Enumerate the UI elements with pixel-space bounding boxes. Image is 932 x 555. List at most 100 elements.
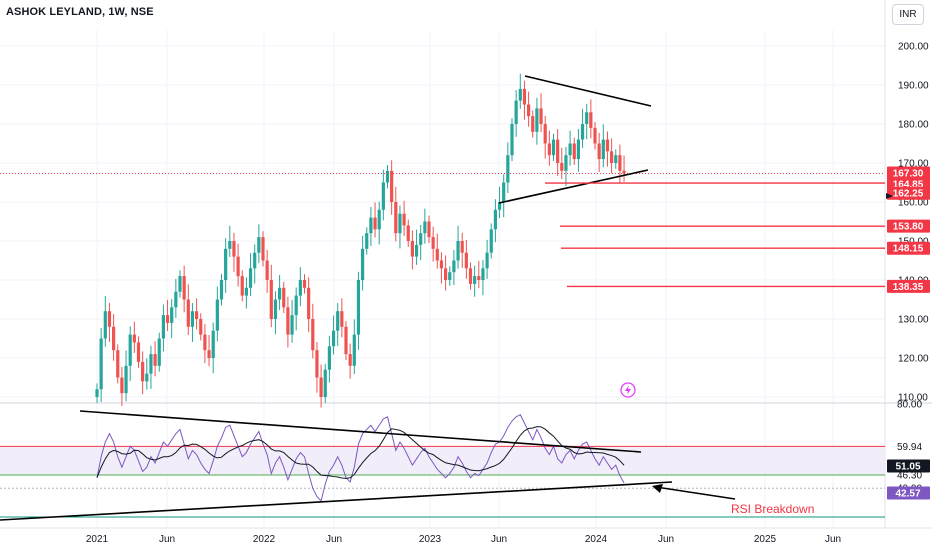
candle-body-11	[141, 361, 145, 382]
candle-body-101	[514, 100, 518, 124]
candle-body-124	[610, 151, 614, 163]
candle-body-56	[327, 346, 331, 370]
rsi-ma-label: 51.05	[895, 462, 920, 473]
label-153: 153.80	[893, 222, 924, 233]
candle-body-107	[539, 108, 543, 124]
lightning-bolt	[625, 385, 631, 395]
x-tick-1: Jun	[159, 534, 175, 545]
candles	[0, 73, 885, 408]
x-tick-4: 2023	[419, 534, 442, 545]
triangle-upper-trendline	[524, 75, 652, 107]
candle-body-84	[444, 268, 448, 280]
candle-body-36	[244, 287, 248, 296]
candle-body-83	[439, 260, 444, 269]
candle-body-8	[128, 334, 132, 366]
candle-body-18	[170, 307, 174, 323]
candle-body-67	[373, 217, 377, 230]
candle-body-39	[257, 237, 261, 253]
candle-body-82	[435, 248, 439, 261]
label-153-bg	[887, 219, 930, 233]
label-138-bg	[887, 279, 930, 293]
candle-body-4	[112, 326, 116, 351]
last-price-label-bg	[887, 166, 930, 180]
candle-body-114	[568, 143, 572, 156]
candle-body-63	[356, 280, 361, 335]
candle-body-87	[456, 241, 460, 261]
candle-body-54	[319, 377, 323, 397]
candle-body-49	[298, 280, 302, 296]
candle-body-112	[560, 163, 564, 171]
x-tick-0: 2021	[86, 534, 109, 545]
rsi-breakdown-arrow	[655, 486, 736, 500]
candle-body-72	[394, 202, 398, 234]
candle-body-37	[248, 268, 253, 288]
candle-body-119	[589, 112, 593, 128]
candle-body-20	[178, 276, 182, 292]
rsi-breakdown-annotation: RSI Breakdown	[731, 502, 814, 516]
price-labels: 167.302d 7h164.85162.25153.80148.15138.3…	[886, 166, 930, 500]
y-tick-190: 190.00	[898, 81, 929, 92]
candle-body-86	[452, 260, 456, 273]
candle-body-61	[348, 354, 352, 366]
candle-body-125	[614, 155, 618, 163]
price-arrow-marker	[886, 193, 893, 199]
candle-body-57	[331, 330, 336, 347]
candle-body-19	[174, 291, 178, 308]
candle-body-115	[572, 143, 576, 160]
triangle-lower-trendline	[498, 169, 649, 204]
currency-button[interactable]: INR	[892, 4, 924, 25]
rsi-tick-0: 80.00	[897, 400, 922, 411]
candle-body-52	[311, 319, 315, 351]
candle-body-79	[423, 221, 427, 234]
candle-body-71	[390, 170, 394, 202]
candle-body-98	[502, 182, 506, 202]
candle-body-28	[211, 330, 215, 358]
candle-body-108	[543, 124, 547, 144]
y-tick-110: 110.00	[898, 393, 928, 404]
candle-body-15	[157, 338, 161, 366]
candle-body-3	[107, 311, 112, 327]
candle-body-31	[224, 248, 228, 280]
candle-body-26	[203, 334, 207, 351]
candle-body-50	[302, 280, 307, 288]
arrow-head	[652, 484, 663, 493]
candle-body-96	[493, 209, 497, 230]
candle-body-120	[593, 127, 597, 144]
rsi-value-label: 42.57	[895, 489, 920, 500]
candle-body-59	[340, 311, 344, 327]
candle-body-66	[369, 217, 373, 234]
label-148: 148.15	[893, 244, 924, 255]
candle-body-106	[535, 108, 539, 132]
candle-body-88	[460, 241, 464, 253]
last-price-label: 167.30	[893, 169, 924, 180]
x-tick-3: Jun	[326, 534, 342, 545]
candle-body-75	[406, 225, 410, 241]
lightning-icon	[620, 382, 636, 398]
candle-body-65	[365, 233, 369, 249]
candle-body-94	[485, 252, 489, 269]
candle-body-44	[278, 287, 282, 300]
candle-body-17	[165, 315, 170, 323]
candle-body-16	[161, 315, 165, 339]
rsi-lines	[96, 414, 625, 502]
candle-body-116	[576, 139, 580, 160]
candle-body-118	[585, 112, 589, 124]
candle-body-104	[527, 104, 531, 117]
x-tick-6: 2024	[585, 534, 608, 545]
label-138: 138.35	[893, 282, 924, 293]
candle-body-6	[120, 377, 124, 394]
y-tick-160: 160.00	[898, 198, 929, 209]
candle-body-95	[489, 229, 493, 253]
candle-body-126	[618, 155, 622, 171]
y-tick-130: 130.00	[898, 315, 929, 326]
chart-title: ASHOK LEYLAND, 1W, NSE	[6, 6, 154, 18]
grid	[0, 0, 932, 529]
candle-body-32	[228, 241, 232, 249]
candle-body-99	[506, 155, 510, 183]
candle-body-123	[605, 139, 610, 152]
rsi-tick-1: 59.94	[897, 442, 922, 453]
candle-body-109	[547, 143, 551, 156]
candle-body-97	[497, 202, 502, 210]
